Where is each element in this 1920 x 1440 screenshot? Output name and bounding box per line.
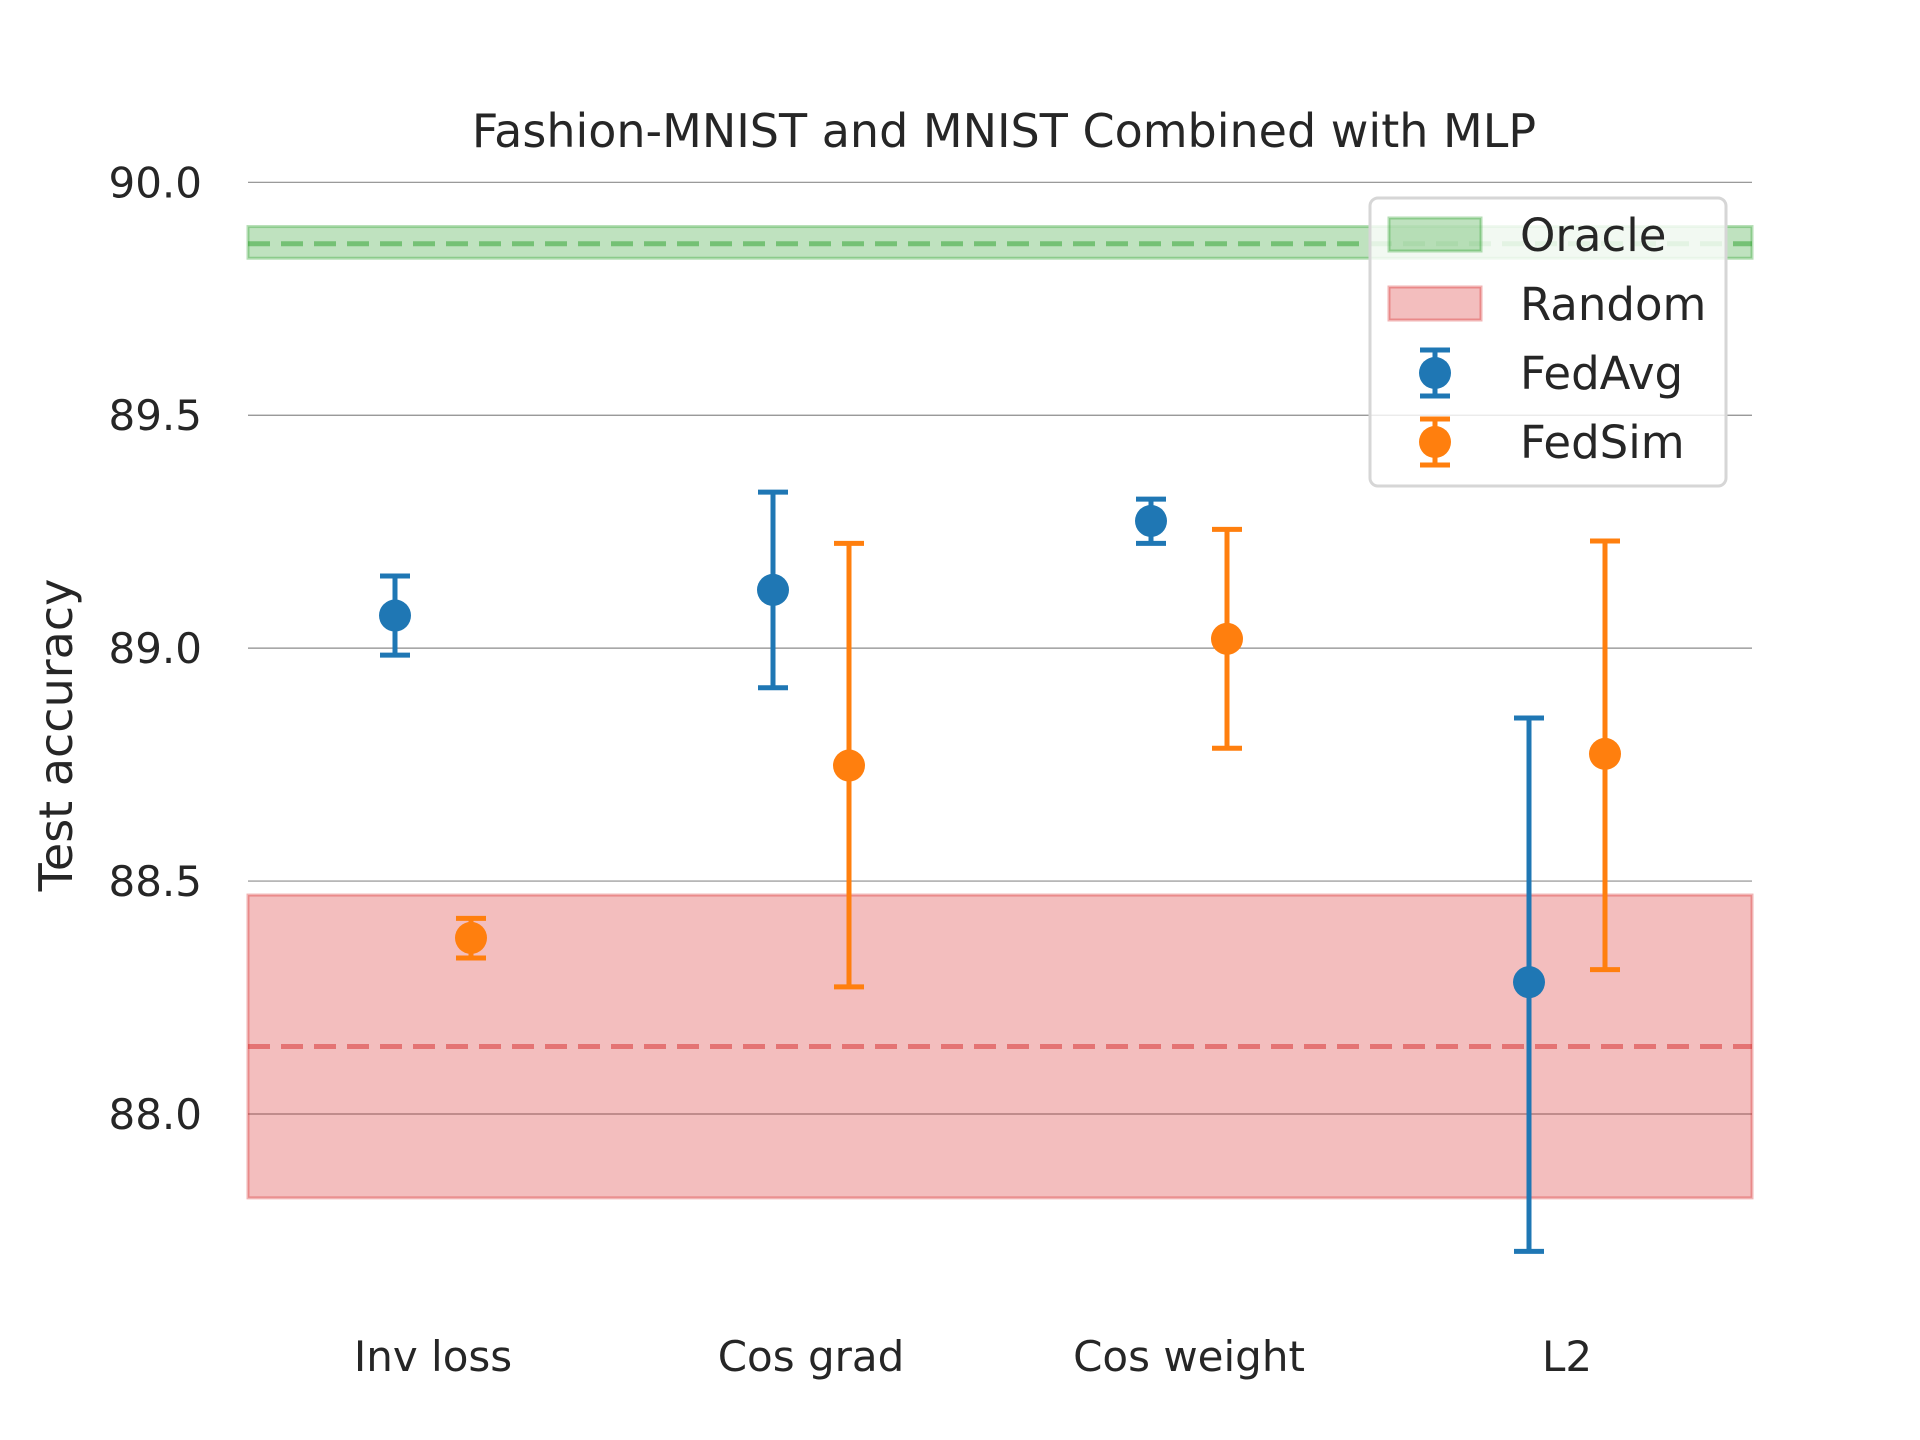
fedsim-point bbox=[455, 921, 487, 954]
y-tick-label: 88.5 bbox=[108, 857, 202, 906]
y-tick-label: 90.0 bbox=[108, 158, 202, 207]
x-tick-label: Cos grad bbox=[718, 1332, 905, 1381]
legend-fedavg-label: FedAvg bbox=[1520, 347, 1683, 400]
legend-fedsim-label: FedSim bbox=[1520, 416, 1685, 469]
legend-fedavg-marker bbox=[1419, 347, 1451, 399]
legend-random-patch bbox=[1387, 285, 1483, 322]
x-tick-label: Inv loss bbox=[354, 1332, 512, 1381]
legend-point bbox=[1419, 426, 1451, 458]
chart-title: Fashion-MNIST and MNIST Combined with ML… bbox=[472, 104, 1536, 158]
x-tick-label: L2 bbox=[1542, 1332, 1592, 1381]
fedavg-point bbox=[379, 599, 411, 632]
y-axis-label: Test accuracy bbox=[29, 579, 83, 893]
legend-point bbox=[1419, 357, 1451, 389]
legend-oracle-label: Oracle bbox=[1520, 209, 1666, 262]
x-tick-label: Cos weight bbox=[1073, 1332, 1305, 1381]
y-tick-label: 89.0 bbox=[108, 624, 202, 673]
legend-fedsim-marker bbox=[1419, 416, 1451, 468]
fedsim-point bbox=[1589, 737, 1621, 770]
legend-random-label: Random bbox=[1520, 278, 1706, 331]
fedavg-point bbox=[1135, 504, 1167, 537]
legend: Oracle Random FedAvg FedSim bbox=[1368, 196, 1728, 488]
legend-box bbox=[1368, 196, 1728, 488]
fedavg-point bbox=[757, 573, 789, 606]
fedavg-point bbox=[1513, 966, 1545, 999]
fedsim-point bbox=[1211, 622, 1243, 655]
x-tick-layer: Inv loss Cos grad Cos weight L2 bbox=[354, 1332, 1592, 1381]
y-tick-label: 89.5 bbox=[108, 391, 202, 440]
series-layer bbox=[379, 489, 1621, 1254]
legend-oracle-patch bbox=[1387, 216, 1483, 253]
fedsim-point bbox=[833, 749, 865, 782]
y-tick-label: 88.0 bbox=[108, 1090, 202, 1139]
